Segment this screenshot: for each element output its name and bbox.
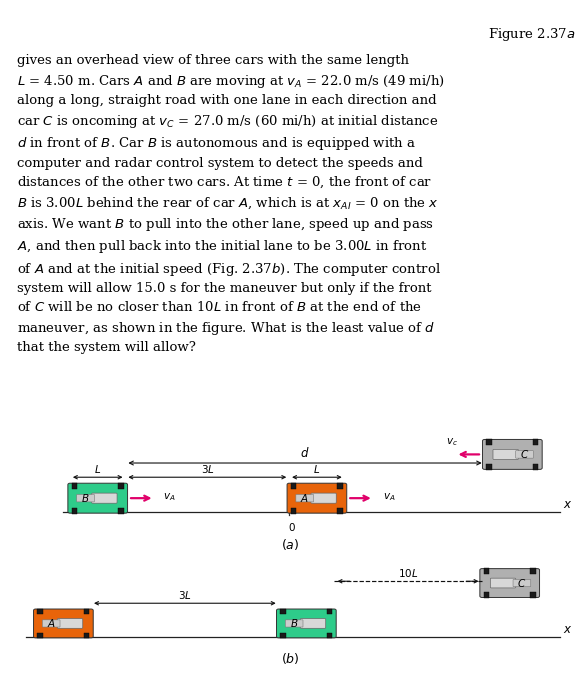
Bar xyxy=(84,632,89,639)
Text: $v_c$: $v_c$ xyxy=(446,436,458,447)
FancyBboxPatch shape xyxy=(516,451,533,458)
FancyBboxPatch shape xyxy=(480,568,540,598)
Bar xyxy=(71,483,77,489)
Text: $3L$: $3L$ xyxy=(178,589,192,600)
FancyBboxPatch shape xyxy=(493,449,518,460)
Text: $A$: $A$ xyxy=(46,617,56,630)
FancyBboxPatch shape xyxy=(68,483,128,513)
Text: $10L$: $10L$ xyxy=(398,566,418,579)
Text: $3L$: $3L$ xyxy=(200,462,214,475)
Text: $x$: $x$ xyxy=(562,623,572,636)
Bar xyxy=(37,609,43,614)
Text: $L$: $L$ xyxy=(313,462,321,475)
FancyBboxPatch shape xyxy=(92,493,117,503)
Bar xyxy=(483,568,489,574)
FancyBboxPatch shape xyxy=(42,620,60,627)
FancyBboxPatch shape xyxy=(311,493,336,503)
Text: $A$: $A$ xyxy=(300,492,309,504)
FancyBboxPatch shape xyxy=(296,494,314,502)
Bar xyxy=(338,483,343,489)
Bar xyxy=(84,609,89,614)
FancyBboxPatch shape xyxy=(34,609,93,638)
Text: $(b)$: $(b)$ xyxy=(281,651,300,666)
Text: $C$: $C$ xyxy=(517,577,526,589)
Bar xyxy=(530,568,536,574)
FancyBboxPatch shape xyxy=(77,494,94,502)
Bar xyxy=(486,464,492,470)
Text: $v_A$: $v_A$ xyxy=(163,492,176,503)
FancyBboxPatch shape xyxy=(277,609,336,638)
Bar xyxy=(291,507,296,513)
Text: Figure 2.37$a$: Figure 2.37$a$ xyxy=(487,26,575,43)
Text: $x$: $x$ xyxy=(562,498,572,511)
Text: $B$: $B$ xyxy=(290,617,299,630)
FancyBboxPatch shape xyxy=(287,483,347,513)
Text: $0$: $0$ xyxy=(288,521,296,532)
FancyBboxPatch shape xyxy=(285,620,303,627)
Bar xyxy=(530,592,536,598)
Text: $v_A$: $v_A$ xyxy=(383,492,395,503)
Bar xyxy=(486,439,492,445)
Text: gives an overhead view of three cars with the same length
$L$ = 4.50 m. Cars $A$: gives an overhead view of three cars wit… xyxy=(17,54,445,354)
FancyBboxPatch shape xyxy=(482,439,542,469)
Text: $C$: $C$ xyxy=(520,448,529,460)
FancyBboxPatch shape xyxy=(490,578,516,588)
Bar xyxy=(280,632,286,639)
Bar xyxy=(71,507,77,513)
Bar xyxy=(119,483,124,489)
FancyBboxPatch shape xyxy=(300,619,326,628)
Bar xyxy=(291,483,296,489)
Bar xyxy=(280,609,286,614)
FancyBboxPatch shape xyxy=(513,579,531,587)
Bar xyxy=(483,592,489,598)
Bar xyxy=(533,464,539,470)
Bar xyxy=(327,632,332,639)
Text: $L$: $L$ xyxy=(94,462,101,475)
Bar xyxy=(327,609,332,614)
Text: $B$: $B$ xyxy=(81,492,89,504)
Text: $(a)$: $(a)$ xyxy=(281,537,300,551)
Bar xyxy=(338,507,343,513)
Bar xyxy=(533,439,539,445)
Bar xyxy=(37,632,43,639)
FancyBboxPatch shape xyxy=(58,619,83,628)
Bar xyxy=(119,507,124,513)
Text: $d$: $d$ xyxy=(300,446,310,460)
